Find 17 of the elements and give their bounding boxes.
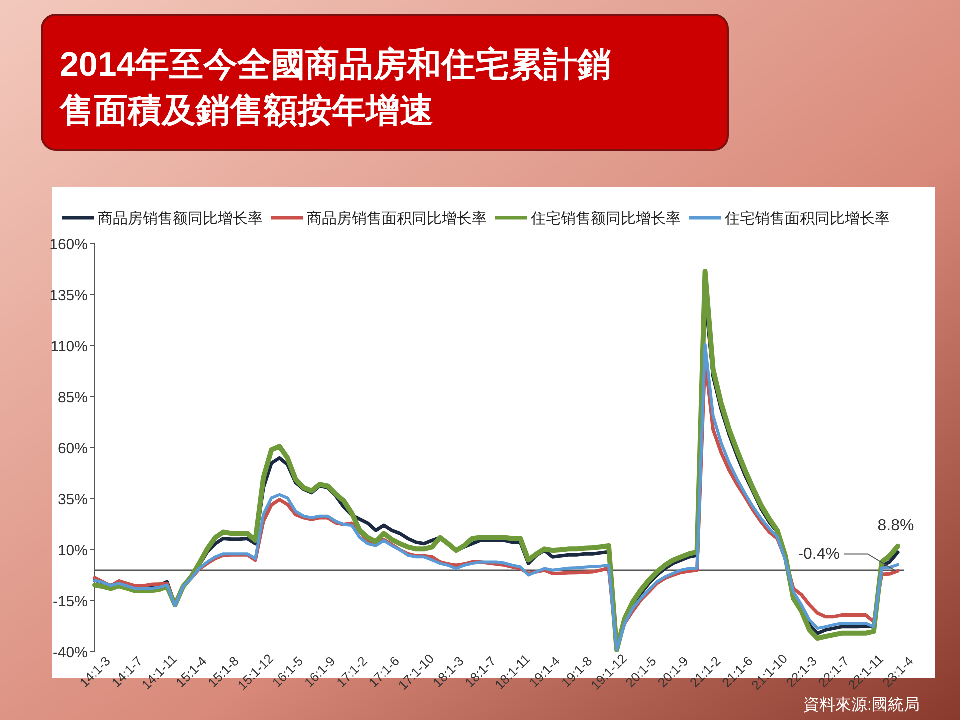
annotation: -0.4%	[798, 546, 840, 564]
legend-label: 住宅销售面积同比增长率	[724, 210, 890, 228]
legend-label: 商品房销售面积同比增长率	[307, 210, 487, 228]
y-tick-label: 135%	[50, 287, 88, 304]
chart-title: 2014年至今全國商品房和住宅累計銷售面積及銷售額按年增速	[59, 46, 612, 130]
y-tick-label: 85%	[58, 389, 88, 406]
y-tick-label: 35%	[58, 491, 88, 508]
source-note: 資料來源:國統局	[804, 696, 920, 714]
y-tick-label: -40%	[52, 644, 88, 662]
annotation: 8.8%	[878, 517, 914, 534]
legend-label: 商品房销售额同比增长率	[98, 210, 263, 228]
y-tick-label: 160%	[50, 236, 88, 254]
y-tick-label: 110%	[50, 338, 88, 356]
legend-label: 住宅销售额同比增长率	[530, 210, 681, 228]
y-tick-label: -15%	[52, 593, 88, 610]
y-tick-label: 10%	[58, 542, 88, 560]
y-tick-label: 60%	[58, 440, 88, 458]
